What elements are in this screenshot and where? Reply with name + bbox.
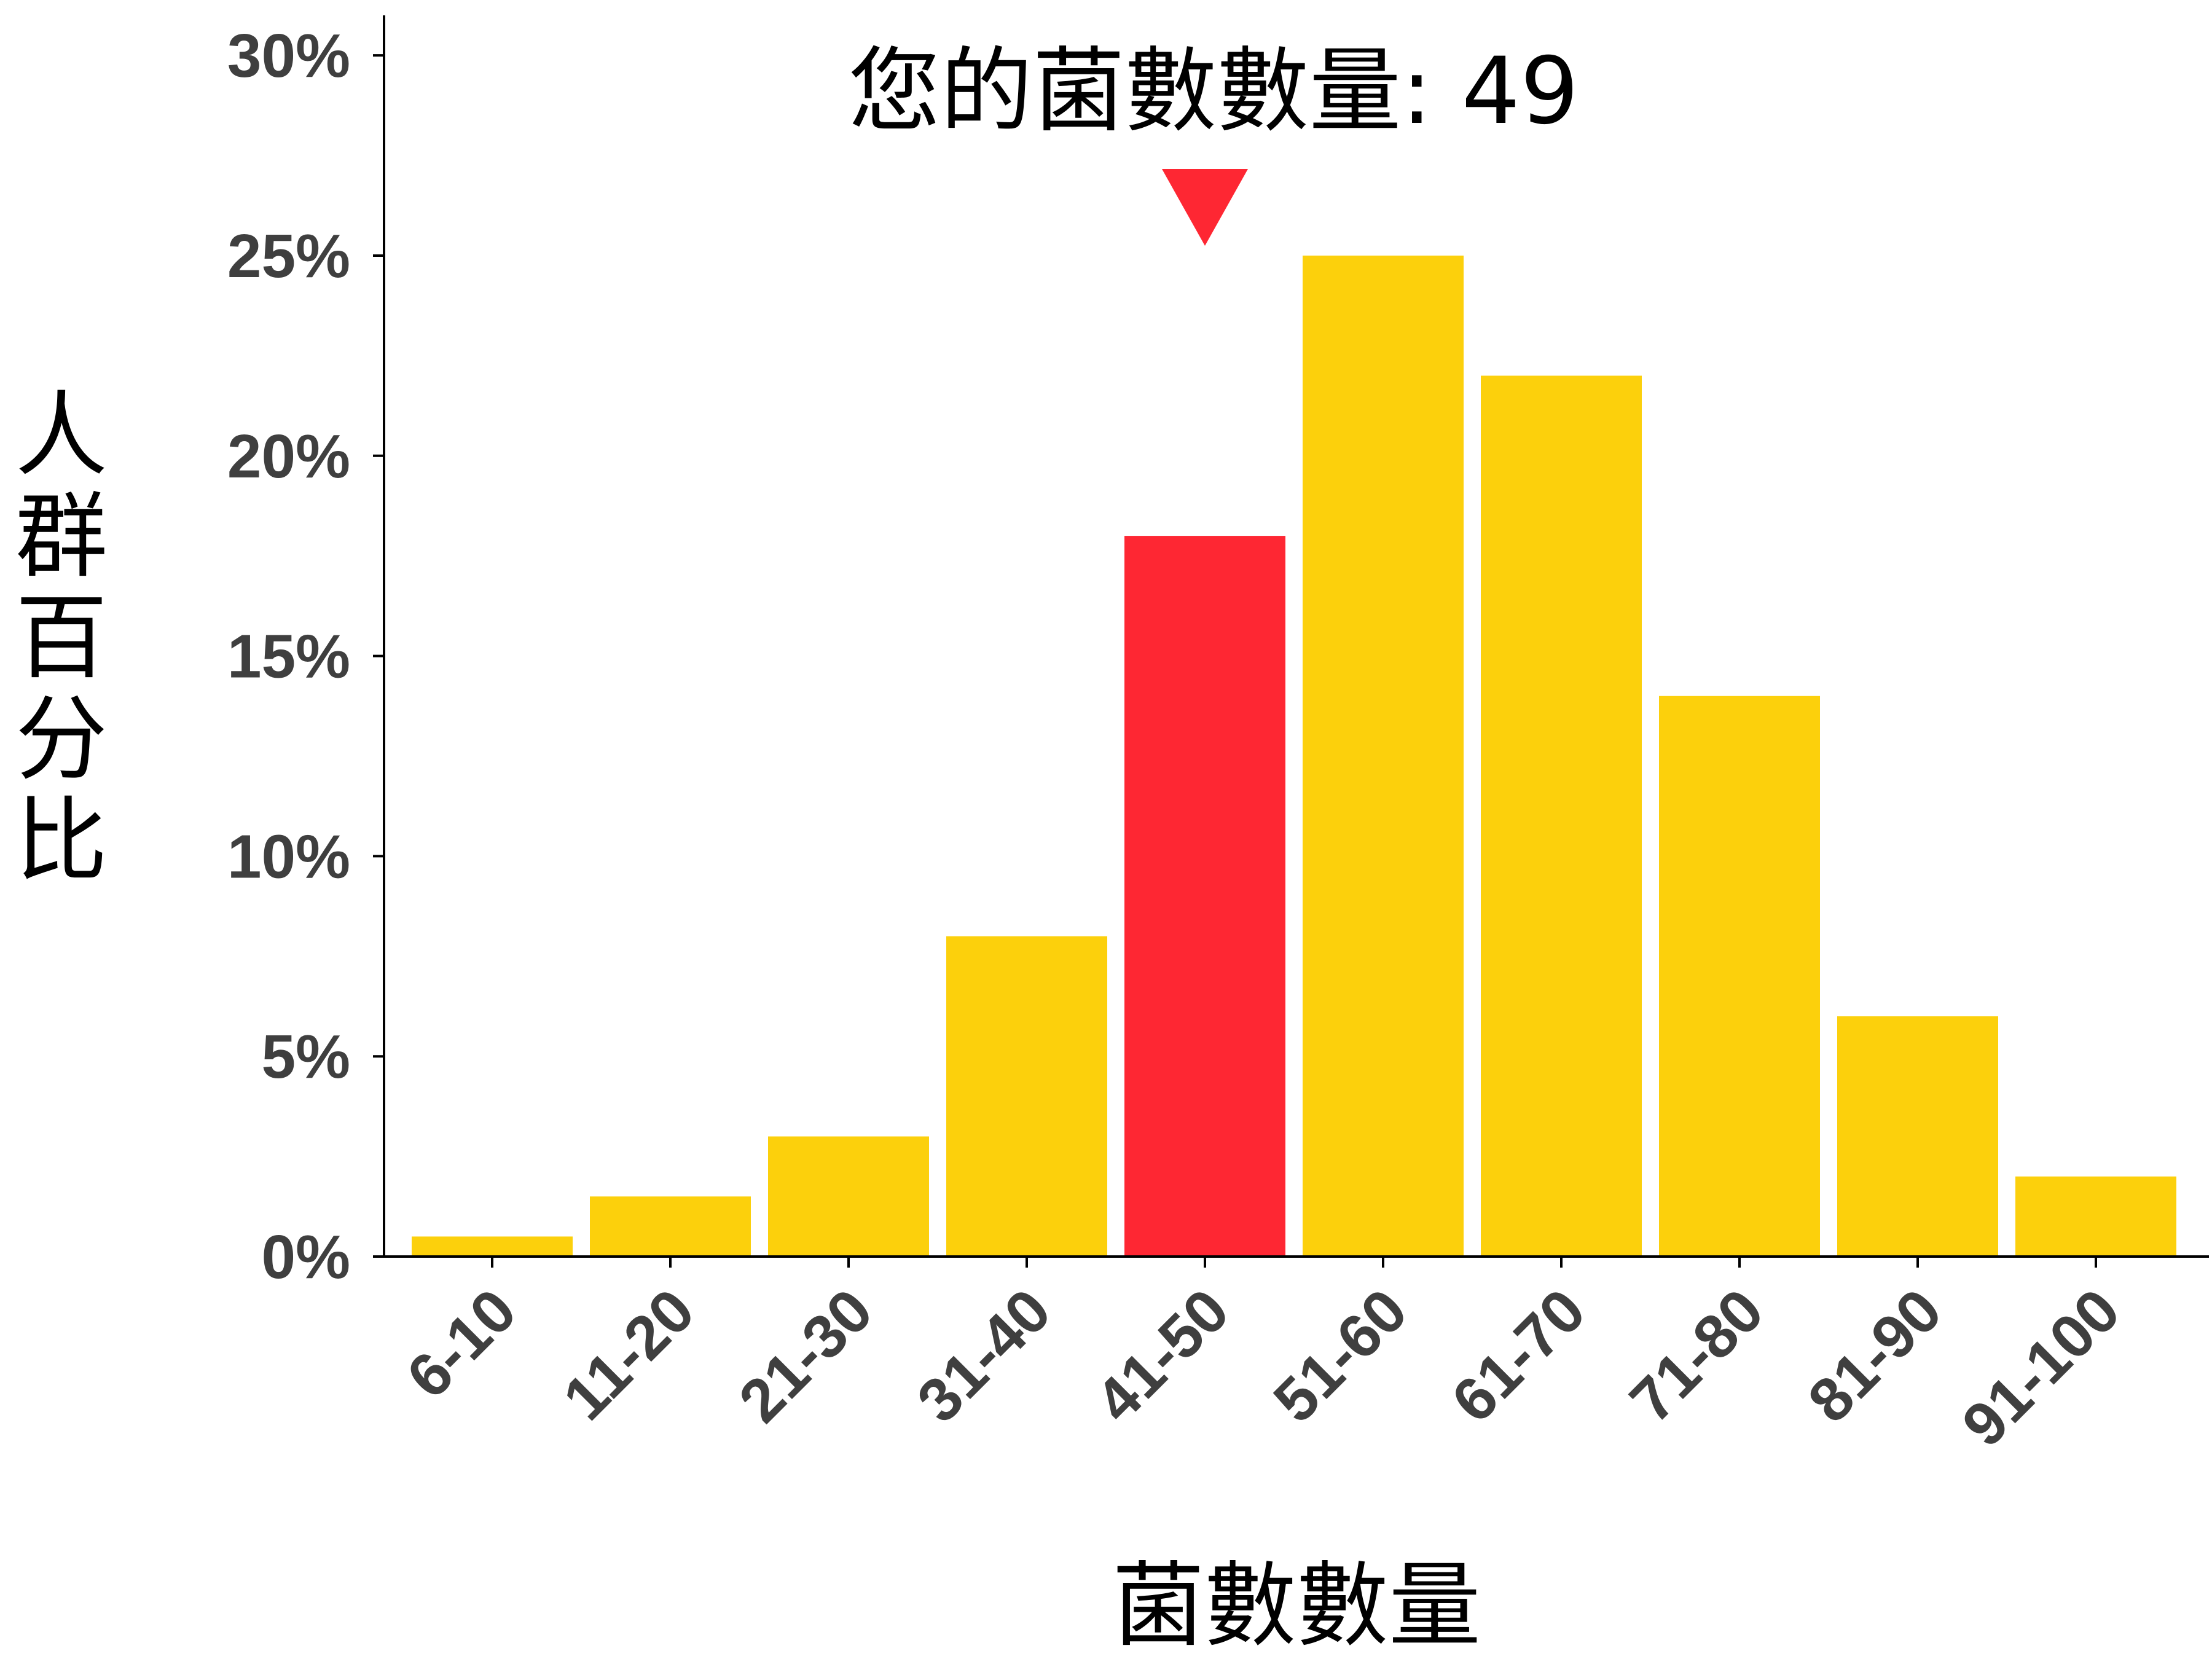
x-tick-label: 21-30 (726, 1276, 886, 1435)
bar-11-20 (590, 1196, 751, 1257)
bar-51-60 (1303, 255, 1464, 1257)
annotation-layer: 您的菌數數量: 49 (848, 38, 1579, 246)
x-ticks-layer: 6-10 11-20 21-30 31-40 41-50 51-60 61-70 71-80 8… (394, 1257, 2133, 1460)
y-axis-title: 人群百分比 (15, 382, 108, 895)
bar-61-70 (1481, 375, 1642, 1257)
x-tick-label: 71-80 (1617, 1276, 1777, 1435)
x-tick-label: 51-60 (1261, 1276, 1421, 1435)
y-tick-label: 0% (261, 1223, 350, 1292)
bars-layer (412, 255, 2176, 1257)
y-tick-label: 20% (227, 422, 350, 491)
axes-layer (383, 15, 2209, 1258)
x-tick-label: 81-90 (1795, 1276, 1955, 1435)
annotation-text: 您的菌數數量: 49 (848, 38, 1579, 145)
y-tick-label: 5% (261, 1022, 350, 1091)
bar-91-100 (2015, 1176, 2176, 1257)
x-tick-label: 11-20 (550, 1276, 707, 1433)
x-tick-label: 41-50 (1083, 1276, 1242, 1435)
x-axis-title: 菌數數量 (1112, 1553, 1481, 1659)
x-tick-label: 91-100 (1949, 1276, 2133, 1459)
bar-81-90 (1837, 1016, 1998, 1257)
y-tick-label: 25% (227, 222, 350, 291)
bar-6-10 (412, 1236, 573, 1257)
bar-41-50 (1124, 536, 1285, 1257)
x-tick-label: 31-40 (904, 1276, 1064, 1435)
y-tick-label: 30% (227, 22, 350, 90)
bar-31-40 (946, 936, 1107, 1257)
y-tick-label: 10% (227, 822, 350, 891)
bar-21-30 (768, 1136, 929, 1257)
y-ticks-layer: 0% 5% 10% 15% 20% 25% 30% (227, 22, 384, 1292)
x-tick-label: 61-70 (1439, 1276, 1599, 1435)
annotation-triangle-icon (1162, 169, 1248, 246)
x-tick-label: 6-10 (394, 1276, 530, 1411)
bar-71-80 (1659, 696, 1820, 1257)
y-tick-label: 15% (227, 622, 350, 691)
